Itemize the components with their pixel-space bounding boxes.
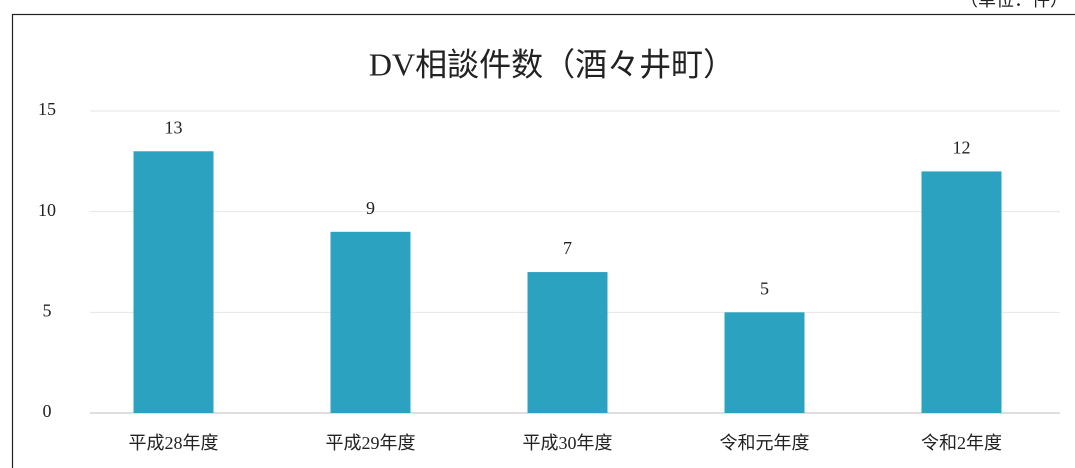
bar xyxy=(527,272,608,413)
x-tick-label: 平成29年度 xyxy=(326,433,416,453)
chart-title: DV相談件数（酒々井町） xyxy=(369,46,735,82)
y-tick-label: 5 xyxy=(43,300,52,320)
unit-label: （単位：件） xyxy=(960,0,1068,10)
bar xyxy=(133,151,214,413)
bar xyxy=(330,231,411,413)
y-tick-label: 0 xyxy=(43,401,52,421)
y-tick-label: 15 xyxy=(38,99,56,119)
data-label: 12 xyxy=(953,138,971,158)
y-tick-label: 10 xyxy=(38,200,56,220)
data-label: 13 xyxy=(165,117,183,137)
x-tick-label: 平成30年度 xyxy=(523,433,613,453)
data-label: 7 xyxy=(563,238,572,258)
data-label: 5 xyxy=(760,278,769,298)
x-tick-label: 令和2年度 xyxy=(921,433,1002,453)
data-label: 9 xyxy=(366,198,375,218)
bar xyxy=(724,312,805,413)
x-tick-label: 令和元年度 xyxy=(720,433,810,453)
x-tick-label: 平成28年度 xyxy=(129,433,219,453)
bar xyxy=(921,171,1002,413)
